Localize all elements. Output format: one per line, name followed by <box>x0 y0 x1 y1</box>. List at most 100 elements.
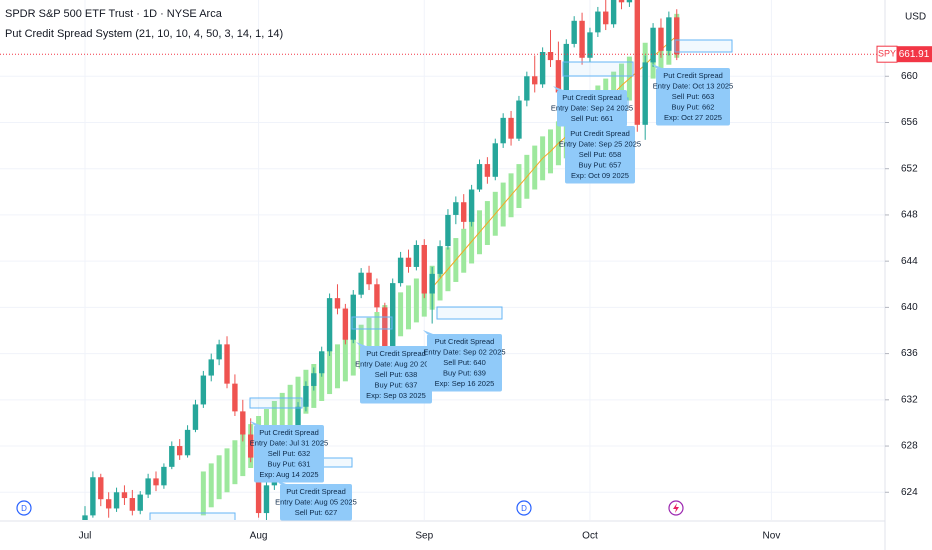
candle-body <box>666 17 672 51</box>
spread-label-text: Entry Date: Sep 02 2025 <box>423 347 505 356</box>
candle-body <box>571 20 577 44</box>
spread-label-text: Put Credit Spread <box>259 428 319 437</box>
candle-body <box>366 272 372 285</box>
candle-body <box>303 385 309 407</box>
candle-body <box>532 76 538 85</box>
spread-label-pointer <box>250 421 260 425</box>
x-tick-label: Jul <box>79 531 92 542</box>
candle-body <box>468 189 475 222</box>
candle-body <box>547 52 554 61</box>
spread-label-box <box>254 425 324 483</box>
candle-body <box>176 446 183 456</box>
spread-label-text: Entry Date: Sep 25 2025 <box>559 139 641 148</box>
spread-label-text: Buy Put: 662 <box>672 102 715 111</box>
spread-label-box <box>565 126 635 184</box>
y-tick-label: 656 <box>901 117 918 128</box>
band-bar <box>405 285 411 330</box>
event-icons: D D <box>16 500 684 516</box>
band-bar <box>327 350 333 395</box>
candle-body <box>82 515 88 520</box>
candle-body <box>240 411 246 435</box>
band-bar <box>240 432 246 477</box>
y-tick-label: 652 <box>901 163 918 174</box>
candle-body <box>184 429 191 456</box>
band-bar <box>200 471 206 516</box>
candle-body <box>610 0 617 25</box>
candle-body <box>334 298 341 309</box>
spread-label-text: Exp: Sep 03 2025 <box>366 391 426 400</box>
spread-label-text: Sell Put: 627 <box>295 508 338 517</box>
spread-label-text: Put Credit Spread <box>366 349 426 358</box>
svg-text:D: D <box>521 504 527 513</box>
candle-body <box>484 164 491 177</box>
spread-label-text: Buy Put: 657 <box>579 160 622 169</box>
band-bar <box>208 463 214 508</box>
candle-body <box>539 52 546 85</box>
candle-body <box>232 383 238 412</box>
candle-body <box>634 0 640 125</box>
svg-text:D: D <box>21 504 27 513</box>
candle-body <box>492 143 498 177</box>
spread-label-text: Entry Date: Oct 13 2025 <box>653 81 733 90</box>
y-tick-label: 624 <box>901 487 918 498</box>
spread-label-box <box>557 90 627 127</box>
spread-label-text: Entry Date: Aug 20 2025 <box>355 359 437 368</box>
spread-label-text: Put Credit Spread <box>663 71 723 80</box>
candle-body <box>413 244 420 267</box>
spread-label-box <box>280 484 352 521</box>
candle-body <box>129 498 136 511</box>
candle-body <box>626 0 633 3</box>
x-tick-label: Nov <box>763 531 781 542</box>
x-tick-label: Oct <box>582 531 598 542</box>
spread-label-text: Sell Put: 632 <box>268 449 311 458</box>
candle-body <box>208 359 214 376</box>
band-bar <box>334 344 340 389</box>
symbol-title: SPDR S&P 500 ETF Trust · 1D · NYSE Arca <box>5 8 223 20</box>
candle-body <box>326 298 333 352</box>
candle-body <box>405 257 412 267</box>
spread-label-text: Put Credit Spread <box>562 93 622 102</box>
symbol-label: SPY <box>878 49 896 59</box>
candle-body <box>98 477 104 500</box>
candle-body <box>224 344 230 384</box>
candle-body <box>642 62 648 125</box>
spread-label-text: Buy Put: 637 <box>375 380 418 389</box>
y-tick-label: 648 <box>901 210 918 221</box>
candle-body <box>579 20 585 58</box>
y-tick-label: 636 <box>901 348 918 359</box>
candle-body <box>192 404 199 430</box>
spread-label-pointer <box>423 330 433 334</box>
candle-body <box>437 246 443 274</box>
candle-body <box>145 478 151 495</box>
candle-body <box>658 27 664 51</box>
band-bar <box>374 312 380 356</box>
spread-label-text: Put Credit Spread <box>435 337 495 346</box>
candle-body <box>397 257 404 284</box>
candle-body <box>374 284 380 308</box>
candle-body <box>247 434 254 458</box>
spread-label-text: Sell Put: 658 <box>579 150 622 159</box>
candle-body <box>508 117 514 139</box>
band-bar <box>287 384 293 429</box>
candle-body <box>516 100 522 139</box>
candle-body <box>445 214 451 247</box>
y-tick-label: 640 <box>901 302 918 313</box>
spread-label-text: Sell Put: 640 <box>443 358 486 367</box>
band-bar <box>271 400 277 445</box>
spread-label-text: Entry Date: Jul 31 2025 <box>250 438 328 447</box>
spread-label-box <box>427 334 502 392</box>
spread-label-text: Buy Put: 639 <box>443 368 486 377</box>
spread-label-pointer <box>553 86 563 90</box>
candle-body <box>358 272 364 295</box>
indicator-title: Put Credit Spread System (21, 10, 10, 4,… <box>5 28 283 40</box>
x-tick-label: Sep <box>415 531 433 542</box>
candle-body <box>650 27 656 63</box>
spread-label-text: Exp: Aug 14 2025 <box>259 470 318 479</box>
candle-body <box>476 164 483 190</box>
spread-label-pointer <box>561 122 571 126</box>
